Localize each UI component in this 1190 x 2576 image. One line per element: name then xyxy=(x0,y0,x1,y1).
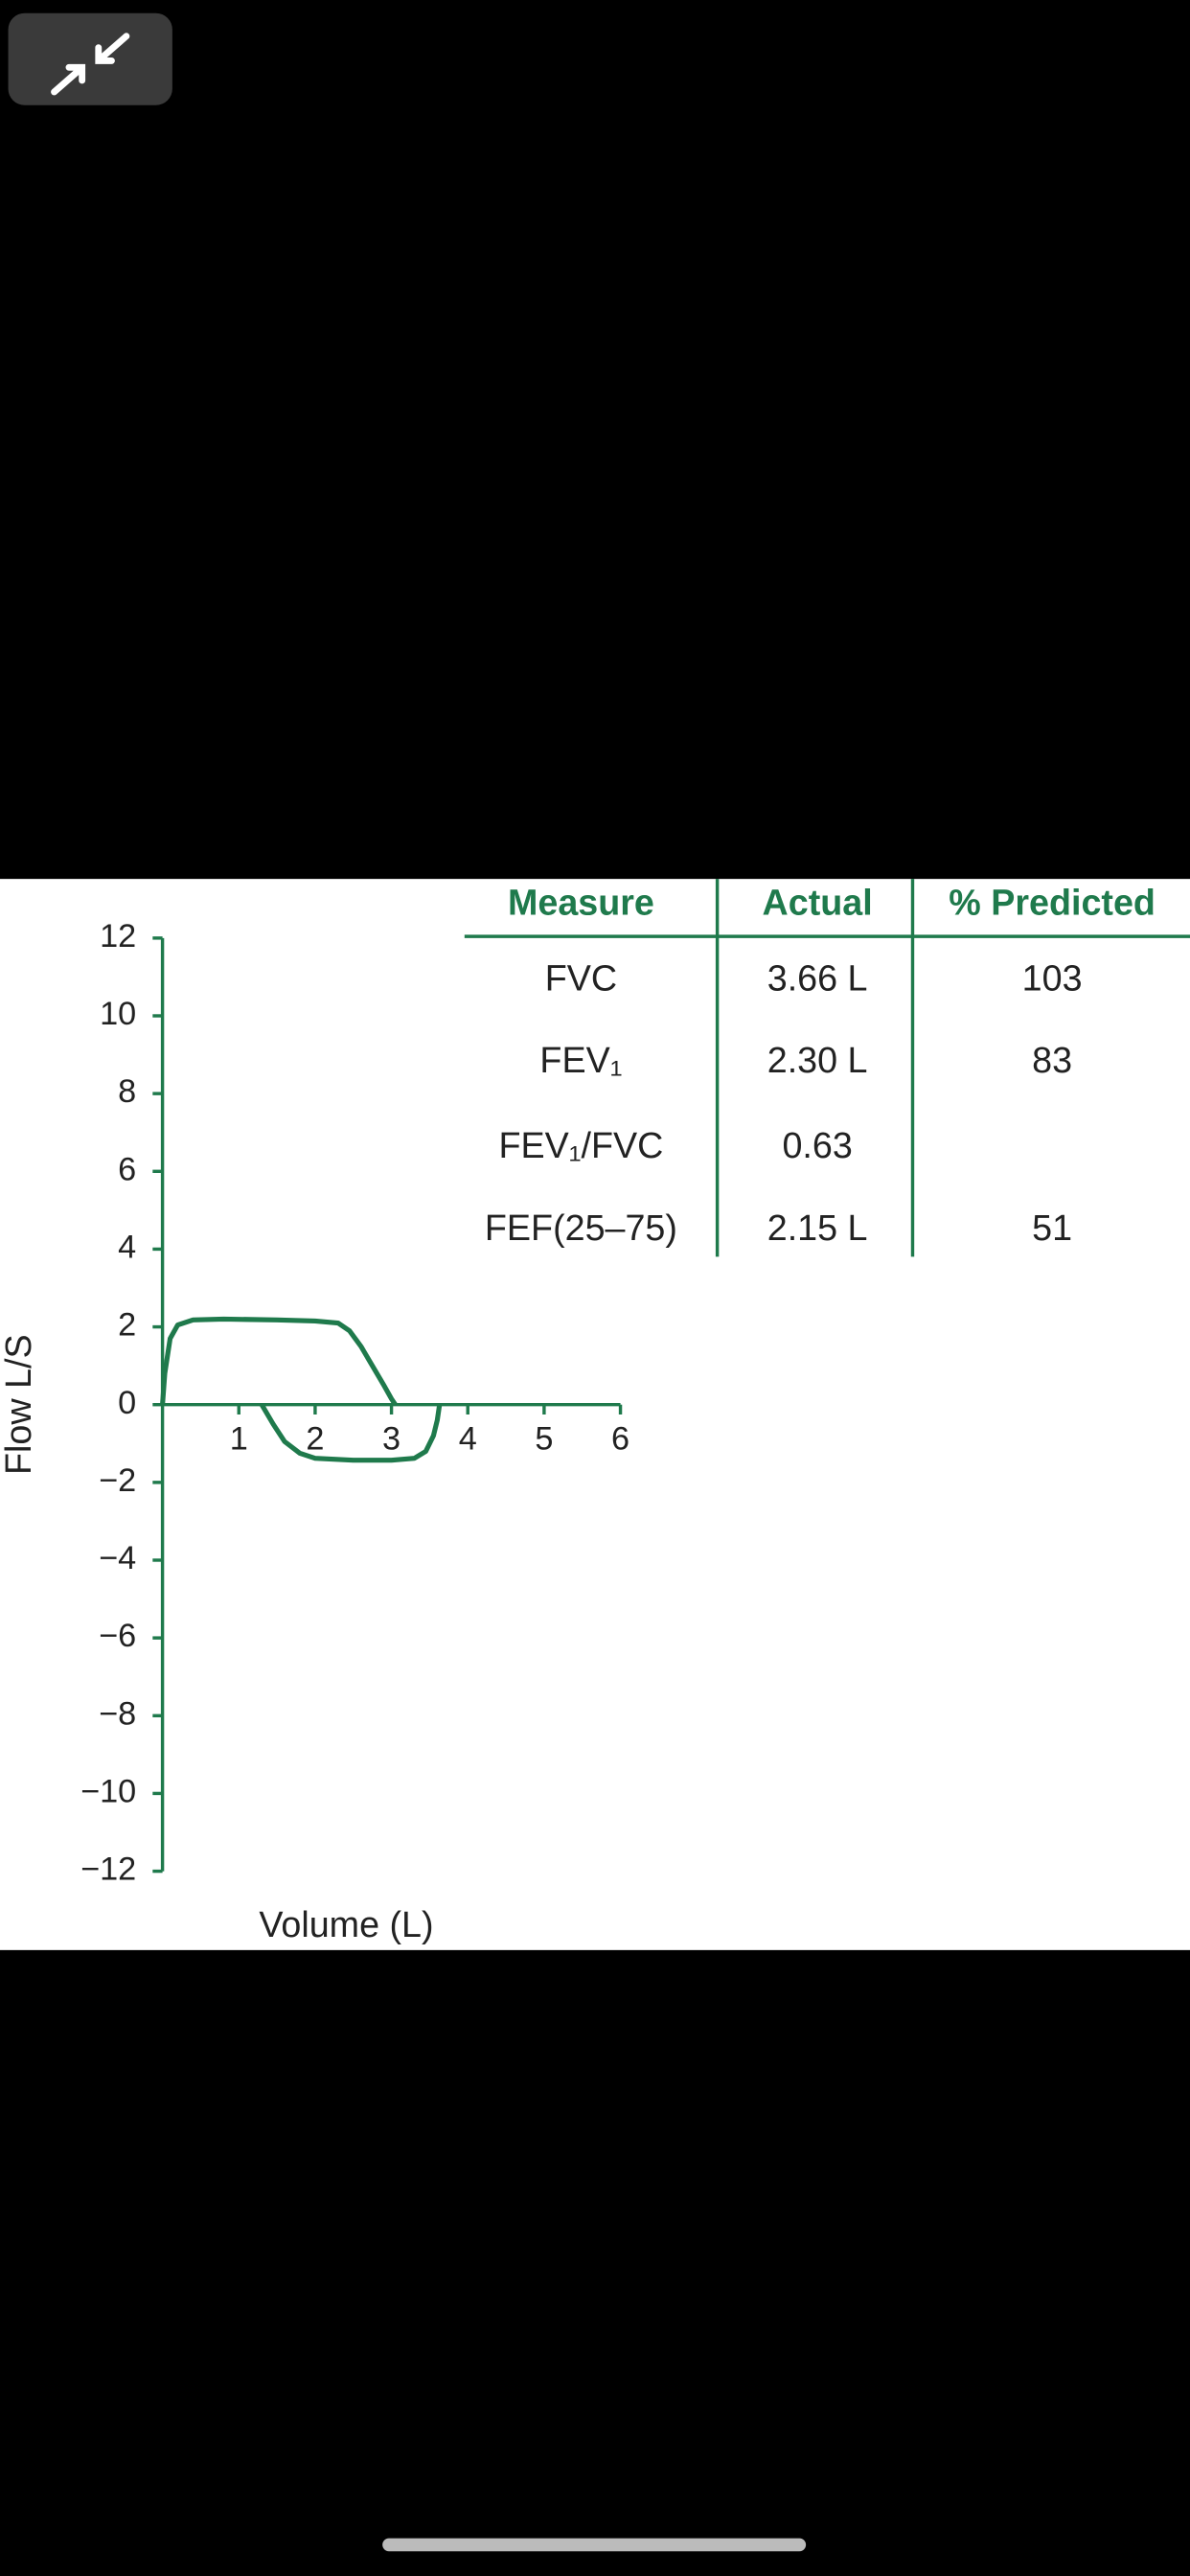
x-tick-label: 5 xyxy=(535,1420,553,1457)
y-tick-label: 8 xyxy=(118,1073,136,1110)
x-axis-label: Volume (L) xyxy=(259,1904,433,1944)
table-cell: FVC xyxy=(545,957,617,998)
y-tick-label: 6 xyxy=(118,1151,136,1187)
header-cell: Measure xyxy=(508,883,654,923)
y-tick-label: −6 xyxy=(99,1618,136,1654)
y-tick-label: 0 xyxy=(118,1385,136,1421)
collapse-icon[interactable] xyxy=(51,33,130,96)
header-cell: Actual xyxy=(763,883,873,923)
y-tick-label: −10 xyxy=(80,1773,136,1809)
flow-volume-curve xyxy=(160,1316,398,1407)
table-cell: 0.63 xyxy=(782,1125,852,1165)
y-axis-label: Flow L/S xyxy=(0,1334,38,1475)
button-bg[interactable] xyxy=(8,12,172,105)
collapse-button[interactable] xyxy=(8,12,172,105)
y-tick-label: 10 xyxy=(100,996,136,1032)
y-tick-label: 2 xyxy=(118,1307,136,1344)
flow-volume-curve xyxy=(259,1403,443,1463)
y-tick-label: 4 xyxy=(118,1229,136,1265)
table-cell: 51 xyxy=(1032,1208,1072,1248)
y-tick-label: −12 xyxy=(80,1852,136,1888)
table-cell: FEF(25–75) xyxy=(485,1208,677,1248)
table-cell: 83 xyxy=(1032,1040,1072,1080)
y-tick-label: −8 xyxy=(99,1695,136,1732)
image-area xyxy=(0,879,1190,1950)
table-cell: 103 xyxy=(1022,957,1083,998)
x-tick-label: 1 xyxy=(230,1420,248,1457)
table-cell: 3.66 L xyxy=(767,957,868,998)
header-cell: % Predicted xyxy=(949,883,1156,923)
table-cell: 2.30 L xyxy=(767,1040,868,1080)
table: Measure Actual % Predicted FVC 3.66 L 103 FEV₁… xyxy=(464,879,1190,1257)
x-tick-label: 2 xyxy=(306,1420,324,1457)
table-cell: FEV₁ xyxy=(539,1040,622,1080)
home-indicator[interactable] xyxy=(382,2538,807,2552)
x-tick-label: 4 xyxy=(459,1420,477,1457)
table-cell: FEV₁/FVC xyxy=(499,1125,664,1165)
y-tick-label: −4 xyxy=(99,1540,136,1576)
table-cell: 2.15 L xyxy=(767,1208,868,1248)
x-tick-label: 3 xyxy=(382,1420,400,1457)
x-tick-label: 6 xyxy=(611,1420,629,1457)
y-tick-label: −2 xyxy=(99,1462,136,1499)
y-tick-label: 12 xyxy=(100,918,136,954)
